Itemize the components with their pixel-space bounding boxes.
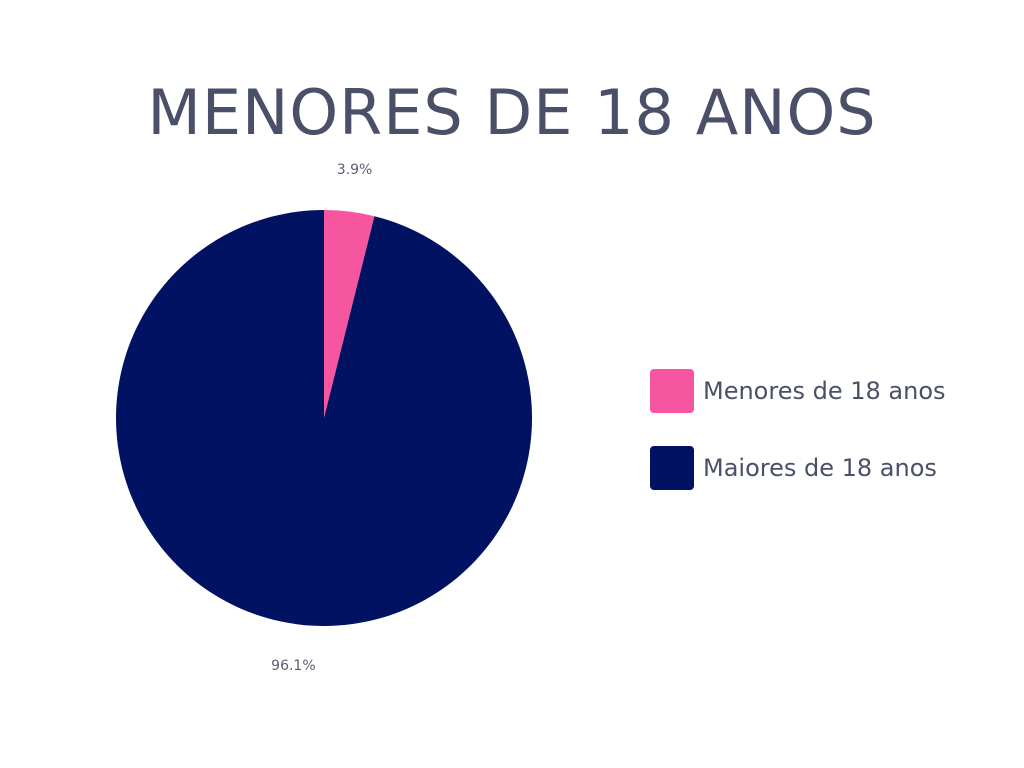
legend-swatch-menores (650, 369, 694, 413)
slice-menores (324, 210, 375, 418)
chart-title: MENORES DE 18 ANOS (147, 76, 877, 149)
legend-label-maiores: Maiores de 18 anos (703, 454, 937, 482)
slice-label-maiores: 96.1% (271, 658, 315, 674)
slice-maiores (116, 210, 533, 627)
legend-item-maiores: Maiores de 18 anos (650, 446, 946, 490)
legend-label-menores: Menores de 18 anos (703, 377, 946, 405)
chart-legend: Menores de 18 anos Maiores de 18 anos (650, 369, 946, 523)
legend-swatch-maiores (650, 446, 694, 490)
slice-label-menores: 3.9% (337, 162, 373, 178)
legend-item-menores: Menores de 18 anos (650, 369, 946, 413)
